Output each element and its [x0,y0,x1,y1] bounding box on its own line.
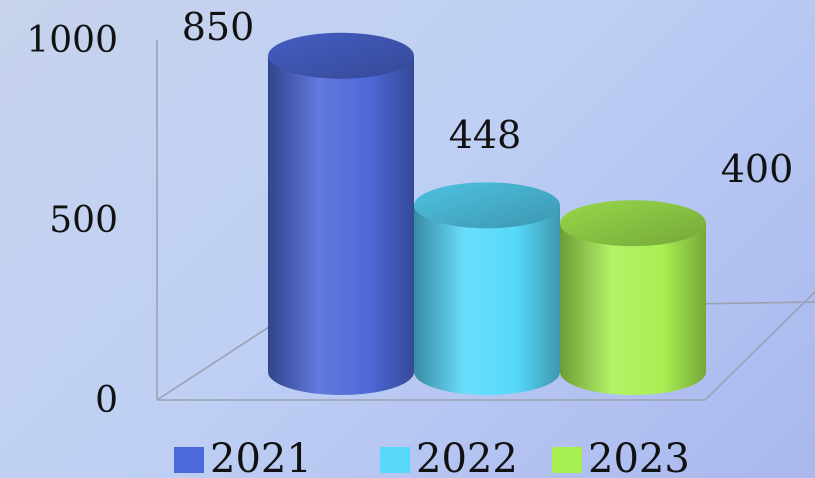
bars [268,32,706,395]
legend: 2021 2022 2023 [174,436,690,478]
legend-label: 2021 [210,436,312,478]
legend-item-2022: 2022 [380,436,518,478]
bar-top [268,32,414,79]
data-label: 448 [449,113,522,157]
legend-swatch [174,447,204,473]
bar-top [560,200,706,247]
floor-right-edge [704,291,815,401]
data-labels: 850 448 400 [182,5,794,191]
legend-item-2023: 2023 [552,436,690,478]
y-tick-label: 500 [49,200,118,241]
bar-body [560,223,706,395]
y-tick-label: 0 [95,380,118,421]
data-label: 400 [721,147,794,191]
legend-swatch [380,447,410,473]
bar-body [414,205,560,395]
bar-top [414,182,560,229]
bar-2021 [268,32,414,395]
y-tick-label: 1000 [26,20,118,61]
data-label: 850 [182,5,255,49]
legend-swatch [552,447,582,473]
y-axis-ticks: 0 500 1000 [26,20,118,421]
legend-label: 2023 [588,436,690,478]
bar-body [268,55,414,395]
bar-2023 [560,200,706,395]
legend-item-2021: 2021 [174,436,312,478]
bar-2022 [414,182,560,395]
legend-label: 2022 [416,436,518,478]
